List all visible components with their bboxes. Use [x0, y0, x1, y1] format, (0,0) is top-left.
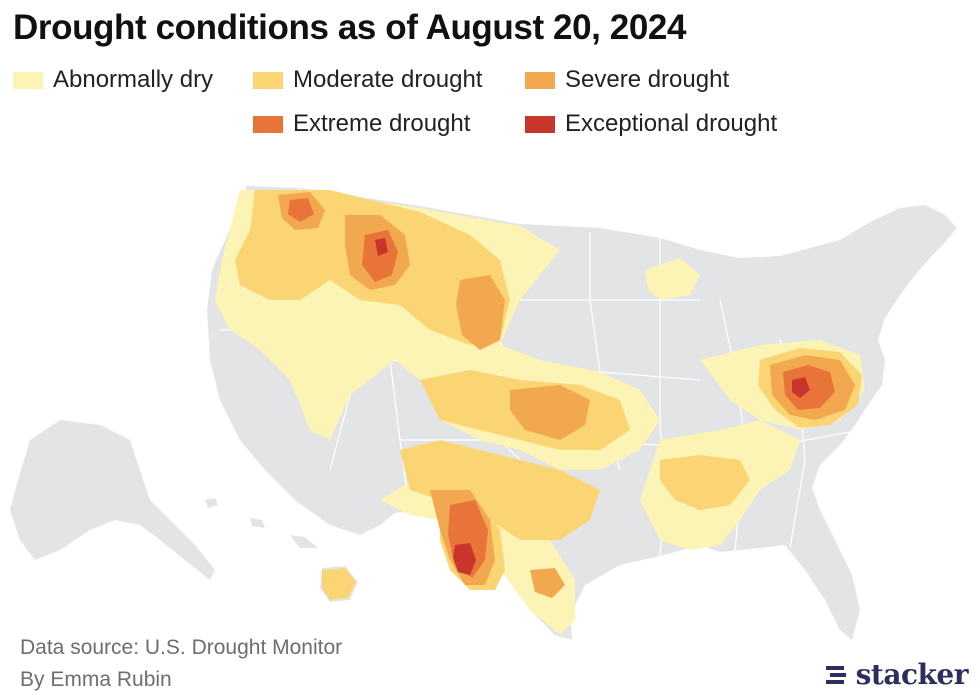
- byline: By Emma Rubin: [20, 668, 172, 691]
- stacker-logo[interactable]: stacker: [824, 658, 969, 691]
- legend-label: Moderate drought: [293, 66, 483, 93]
- drought-area-extreme-drought: [362, 230, 398, 282]
- legend-item-abnormally-dry: Abnormally dry: [13, 66, 213, 94]
- drought-area-moderate-drought: [660, 455, 750, 510]
- legend-item-moderate-drought: Moderate drought: [253, 66, 482, 94]
- legend-item-exceptional-drought: Exceptional drought: [525, 110, 777, 138]
- drought-layers: [215, 190, 865, 635]
- legend-label: Exceptional drought: [565, 110, 778, 137]
- drought-area-exceptional-drought: [453, 543, 476, 575]
- drought-area-exceptional-drought: [375, 238, 388, 256]
- legend: Abnormally dry Moderate drought Severe d…: [13, 66, 913, 146]
- page-title: Drought conditions as of August 20, 2024: [13, 8, 687, 47]
- legend-swatch: [13, 71, 43, 89]
- drought-area-moderate-drought: [400, 440, 600, 540]
- legend-label: Severe drought: [565, 66, 730, 93]
- data-source: Data source: U.S. Drought Monitor: [20, 636, 343, 659]
- legend-label: Abnormally dry: [53, 66, 214, 93]
- legend-swatch: [253, 71, 283, 89]
- legend-item-extreme-drought: Extreme drought: [253, 110, 470, 138]
- drought-area-extreme-drought: [288, 198, 314, 222]
- drought-area-abnormally-dry: [645, 258, 700, 300]
- drought-area-severe-drought: [530, 568, 565, 598]
- legend-swatch: [525, 115, 555, 133]
- legend-item-severe-drought: Severe drought: [525, 66, 729, 94]
- stacker-logo-icon: [825, 665, 846, 684]
- drought-area-exceptional-drought: [792, 377, 810, 398]
- drought-area-severe-drought: [510, 385, 590, 440]
- drought-area-severe-drought: [456, 275, 505, 350]
- drought-area-moderate-drought: [322, 568, 356, 600]
- alaska-land: [10, 420, 215, 580]
- drought-map: [10, 186, 957, 640]
- legend-label: Extreme drought: [293, 110, 471, 137]
- legend-swatch: [525, 71, 555, 89]
- stacker-logo-text: stacker: [855, 658, 969, 691]
- legend-swatch: [253, 115, 283, 133]
